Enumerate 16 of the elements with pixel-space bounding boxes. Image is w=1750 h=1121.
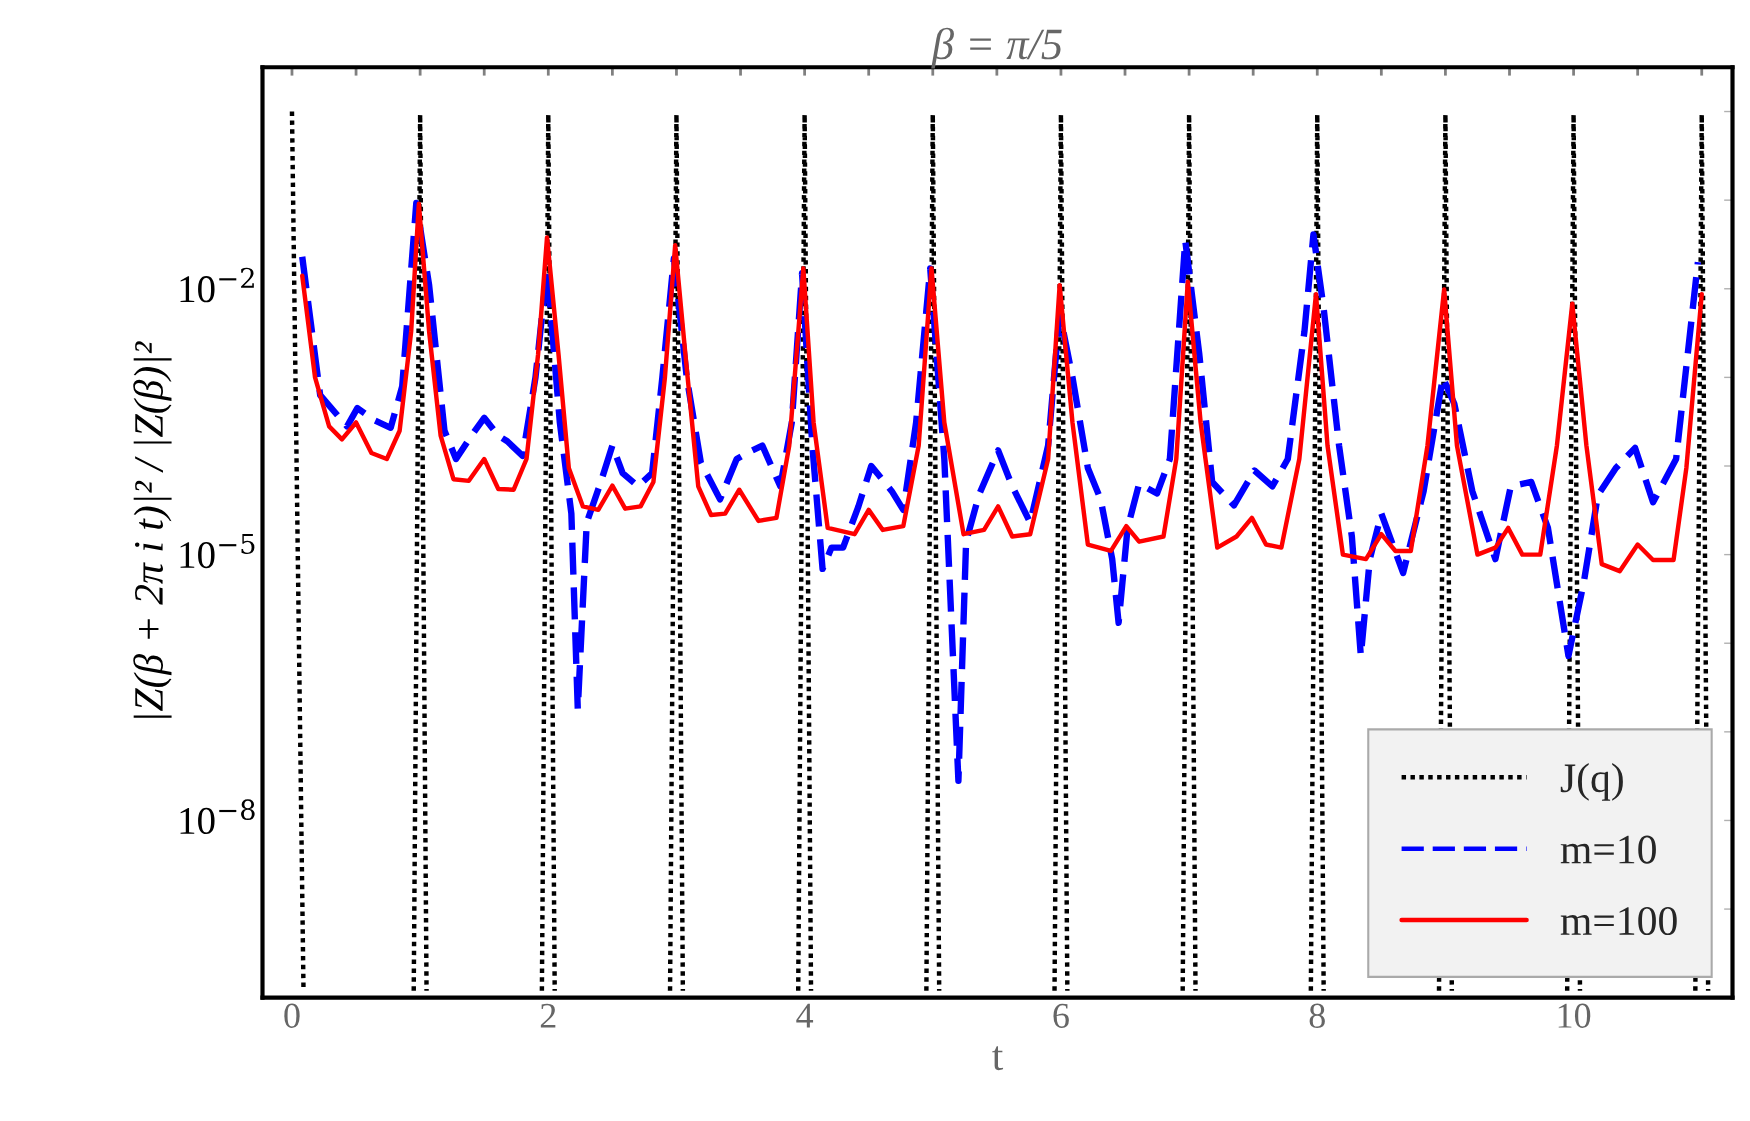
x-tick-label: 4: [796, 1003, 814, 1028]
x-tick-label: 10: [1558, 1003, 1591, 1028]
chart-title: β = π/5: [931, 27, 1062, 69]
line-series: [300, 201, 1704, 574]
x-tick-label: 2: [540, 1003, 556, 1028]
y-tick-label: 10$^{−2}$: [180, 267, 254, 303]
legend-label: m=100: [1560, 906, 1677, 936]
x-axis-title: t: [992, 1046, 1004, 1071]
x-tick-label: 8: [1309, 1003, 1325, 1028]
x-tick-label: 0: [284, 1003, 300, 1028]
y-tick-label: 10$^{−5}$: [180, 533, 255, 569]
y-axis-title: |Z(β + 2π i t)|² / |Z(β)|²: [133, 341, 172, 718]
legend-label: J(q): [1560, 762, 1623, 801]
legend-label: m=10: [1560, 835, 1656, 864]
x-tick-label: 6: [1053, 1003, 1069, 1028]
y-tick-label: 10$^{−8}$: [180, 799, 255, 835]
